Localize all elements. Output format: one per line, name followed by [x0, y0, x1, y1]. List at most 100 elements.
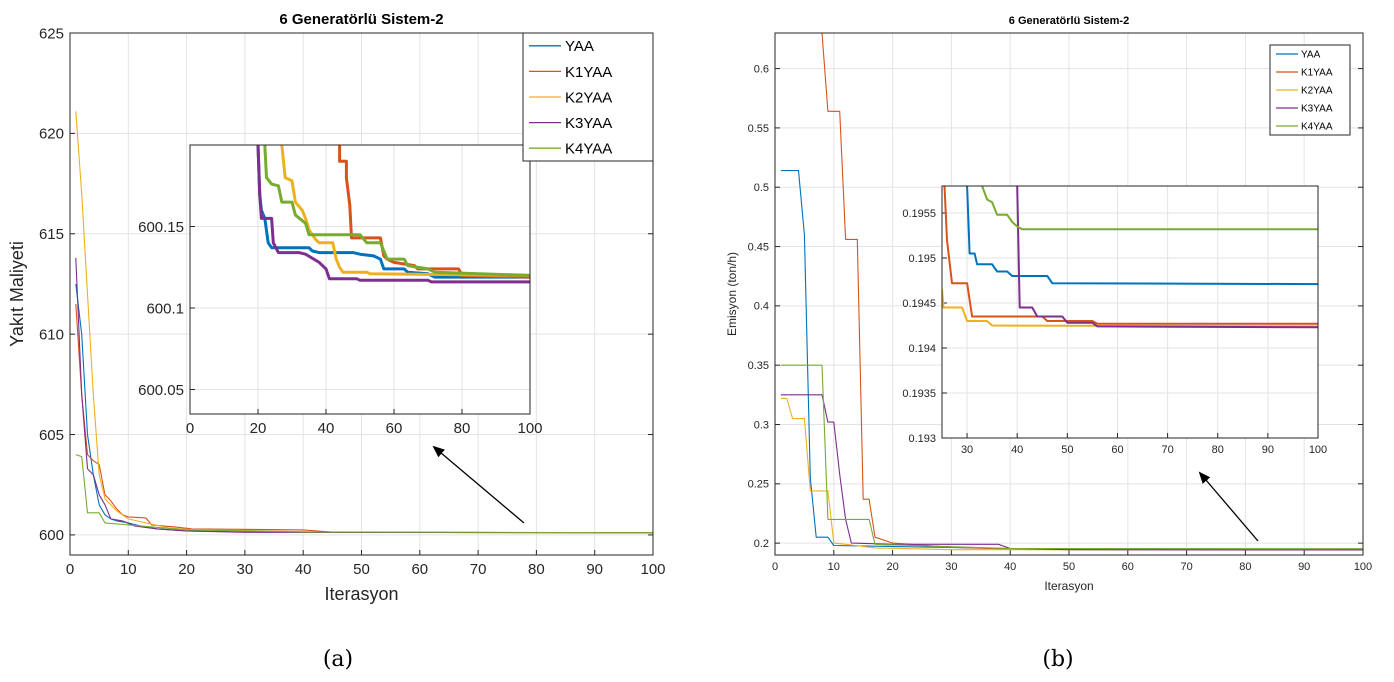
chart-b-inset-xtick-label-6: 90: [1262, 444, 1274, 456]
chart-a-inset-series-group: [256, 145, 530, 284]
chart-a-xtick-label-3: 30: [237, 561, 254, 578]
chart-a-xtick-label-5: 50: [353, 561, 370, 578]
chart-b-ytick-label-3: 0.35: [748, 360, 769, 372]
chart-b-inset-ytick-label-1: 0.1935: [902, 388, 936, 400]
chart-b-ylabel: Emisyon (ton/h): [725, 252, 739, 336]
chart-a-inset-series-line-1: [338, 145, 530, 279]
chart-a-legend-label-k3yaa: K3YAA: [565, 115, 612, 132]
chart-a-title: 6 Generatörlü Sistem-2: [279, 11, 443, 28]
chart-b-ytick-label-6: 0.5: [754, 182, 769, 194]
chart-a-ytick-label-5: 625: [39, 25, 64, 42]
chart-b-inset-xtick-label-5: 80: [1212, 444, 1224, 456]
chart-b-xtick-label-9: 90: [1298, 561, 1310, 573]
chart-b-zoom-arrow: [1198, 471, 1259, 542]
chart-b-inset-ytick-label-2: 0.194: [908, 343, 936, 355]
chart-b-xtick-label-2: 20: [886, 561, 898, 573]
chart-a-legend-label-k2yaa: K2YAA: [565, 89, 612, 106]
chart-a-xtick-label-2: 20: [178, 561, 195, 578]
chart-b-xtick-label-5: 50: [1063, 561, 1075, 573]
chart-b-inset-series-line-0: [966, 186, 1318, 286]
chart-a-xlabel: Iterasyon: [324, 584, 398, 604]
chart-a-ytick-label-0: 600: [39, 527, 64, 544]
chart-a-inset-xtick-label-5: 100: [517, 420, 542, 437]
chart-a-ylabel: Yakıt Maliyeti: [7, 241, 27, 347]
chart-b-ytick-label-4: 0.4: [754, 301, 769, 313]
chart-b-inset-xtick-label-3: 60: [1111, 444, 1123, 456]
chart-b-inset-ytick-label-3: 0.1945: [902, 298, 936, 310]
chart-a-series-k4yaa: [75, 454, 653, 534]
chart-a-inset-series-line-3: [256, 145, 530, 284]
chart-b-xtick-label-1: 10: [828, 561, 840, 573]
chart-b-series-k1yaa: [780, 33, 1363, 551]
chart-b-xtick-label-7: 70: [1180, 561, 1192, 573]
chart-b-inset-series-line-2: [942, 289, 1318, 328]
chart-b-xtick-label-8: 80: [1239, 561, 1251, 573]
chart-b-ytick-label-8: 0.6: [754, 63, 769, 75]
chart-b-xtick-label-10: 100: [1354, 561, 1372, 573]
chart-b-ytick-label-5: 0.45: [748, 241, 769, 253]
chart-a-legend-label-k1yaa: K1YAA: [565, 64, 612, 81]
chart-b-inset: 30 40 50 60 70 80 90 100 0.193 0.1935 0.194 0.1945 0…: [902, 185, 1327, 456]
chart-a-series-k3yaa: [75, 257, 653, 534]
chart-b-inset-ytick-label-4: 0.195: [908, 253, 936, 265]
chart-b-inset-xtick-label-4: 70: [1161, 444, 1173, 456]
chart-a-ytick-label-2: 610: [39, 326, 64, 343]
chart-a-inset-xtick-label-1: 20: [250, 420, 267, 437]
chart-a-xtick-label-8: 80: [528, 561, 545, 578]
chart-a-xtick-label-4: 40: [295, 561, 312, 578]
chart-a-legend-label-yaa: YAA: [565, 38, 594, 55]
chart-a-xtick-label-6: 60: [411, 561, 428, 578]
chart-b-xtick-label-4: 40: [1004, 561, 1016, 573]
chart-a-inset-frame: [189, 144, 531, 415]
panel-label-b: (b): [1042, 647, 1074, 672]
chart-a-inset-xtick-label-4: 80: [454, 420, 471, 437]
chart-a-inset-ytick-label-2: 600.15: [138, 219, 184, 236]
chart-a-ytick-label-3: 615: [39, 226, 64, 243]
chart-b-title: 6 Generatörlü Sistem-2: [1009, 15, 1129, 27]
chart-a-inset-xtick-label-3: 60: [386, 420, 403, 437]
chart-b-series-group: [780, 33, 1363, 551]
chart-b-inset-plot-area: [942, 186, 1318, 438]
chart-b: 0 10 20 30 40 50 60 70 80 90 100 0.2 0.25 0.3 0.35 0.4 0…: [725, 15, 1372, 593]
chart-b-xtick-label-6: 60: [1122, 561, 1134, 573]
chart-a-zoom-arrow: [432, 445, 525, 524]
chart-a-axes-frame: [69, 32, 654, 556]
chart-b-ytick-label-2: 0.3: [754, 419, 769, 431]
chart-a-inset-ytick-label-0: 600.05: [138, 382, 184, 399]
chart-a-inset-series-line-2: [280, 145, 530, 277]
chart-b-series-k4yaa: [780, 364, 1363, 550]
chart-b-legend-label-k1yaa: K1YAA: [1301, 68, 1333, 79]
chart-b-legend-label-k2yaa: K2YAA: [1301, 86, 1333, 97]
chart-a-ytick-label-4: 620: [39, 126, 64, 143]
chart-a-inset-xtick-label-0: 0: [186, 420, 194, 437]
chart-b-ytick-label-7: 0.55: [748, 123, 769, 135]
chart-a-xtick-label-7: 70: [470, 561, 487, 578]
chart-a-ytick-label-1: 605: [39, 427, 64, 444]
chart-b-inset-xtick-label-1: 40: [1011, 444, 1023, 456]
chart-b-inset-series-line-3: [1016, 186, 1318, 329]
chart-a-inset: 0 20 40 60 80 100 600.05 600.1 600.15: [138, 144, 543, 437]
chart-b-xlabel: Iterasyon: [1044, 579, 1093, 593]
chart-a-xtick-label-10: 100: [640, 561, 665, 578]
chart-b-ytick-label-1: 0.25: [748, 479, 769, 491]
chart-b-legend: YAA K1YAA K2YAA K3YAA K4YAA: [1269, 44, 1351, 136]
chart-b-legend-label-yaa: YAA: [1301, 50, 1321, 61]
chart-b-series-k2yaa: [780, 397, 1363, 551]
chart-a-xtick-label-1: 10: [120, 561, 137, 578]
chart-b-legend-label-k4yaa: K4YAA: [1301, 122, 1333, 133]
chart-b-inset-frame: [941, 185, 1319, 439]
chart-b-axes-frame: [774, 32, 1364, 556]
chart-b-inset-series-group: [942, 186, 1318, 329]
panel-label-a: (a): [322, 647, 354, 672]
chart-b-ytick-label-0: 0.2: [754, 538, 769, 550]
chart-a-inset-xtick-label-2: 40: [318, 420, 335, 437]
chart-a-inset-ytick-label-1: 600.1: [146, 300, 184, 317]
chart-b-inset-series-line-1: [943, 186, 1318, 325]
chart-a-series-group: [75, 111, 653, 534]
chart-a-inset-series-line-4: [263, 145, 530, 277]
chart-a-legend: YAA K1YAA K2YAA K3YAA K4YAA: [522, 32, 654, 162]
chart-a-legend-label-k4yaa: K4YAA: [565, 141, 612, 158]
chart-b-xtick-label-3: 30: [945, 561, 957, 573]
